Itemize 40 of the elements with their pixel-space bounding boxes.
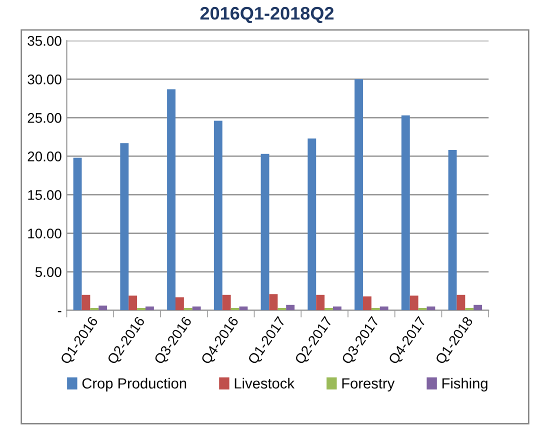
legend-label: Fishing bbox=[442, 378, 488, 392]
bar bbox=[332, 306, 342, 310]
bar bbox=[222, 294, 231, 310]
bar bbox=[239, 306, 248, 310]
bar bbox=[426, 306, 436, 310]
bar bbox=[316, 294, 325, 310]
bar bbox=[269, 294, 278, 310]
bar bbox=[98, 306, 108, 310]
y-tick-label: 25.00 bbox=[28, 113, 62, 123]
y-tick-label: 20.00 bbox=[28, 152, 62, 162]
bar bbox=[448, 150, 457, 310]
bar bbox=[82, 294, 90, 310]
bar bbox=[128, 296, 138, 310]
bar bbox=[474, 304, 482, 310]
chart-title: 2016Q1-2018Q2 bbox=[200, 6, 334, 24]
bar bbox=[410, 296, 418, 310]
bar bbox=[286, 304, 295, 310]
y-tick-label: 15.00 bbox=[28, 190, 62, 200]
legend-label: Crop Production bbox=[82, 378, 186, 392]
bar bbox=[354, 79, 363, 310]
bar bbox=[175, 297, 184, 310]
y-tick-label: 30.00 bbox=[28, 74, 62, 84]
bar bbox=[456, 294, 466, 310]
bar bbox=[380, 306, 388, 310]
bar bbox=[308, 138, 316, 310]
bar bbox=[192, 306, 201, 310]
y-tick-label: 35.00 bbox=[28, 36, 62, 46]
y-tick-label: 5.00 bbox=[35, 267, 62, 277]
bar bbox=[214, 120, 222, 310]
legend-label: Forestry bbox=[342, 378, 395, 392]
bar bbox=[120, 143, 129, 310]
bar bbox=[401, 115, 410, 310]
bar bbox=[260, 154, 270, 310]
y-tick-label: 10.00 bbox=[28, 228, 62, 238]
bar bbox=[167, 89, 176, 310]
y-tick-label: - bbox=[58, 311, 62, 312]
bar bbox=[362, 296, 372, 310]
legend-label: Livestock bbox=[234, 378, 294, 389]
bar bbox=[73, 158, 82, 310]
bar bbox=[145, 306, 154, 310]
